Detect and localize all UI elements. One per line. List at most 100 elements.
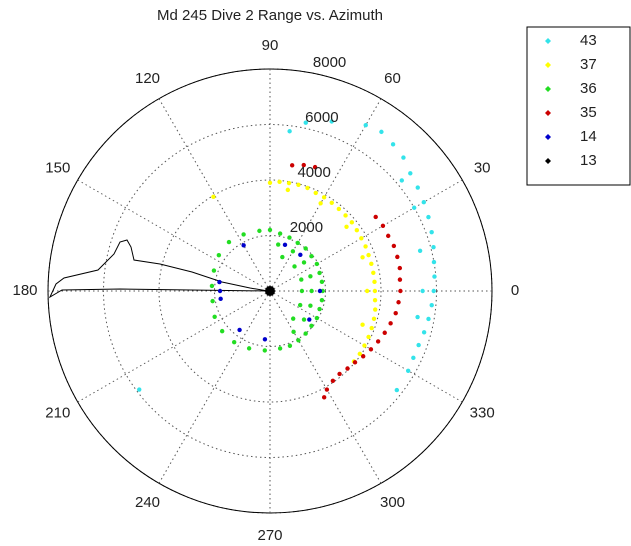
point [296, 182, 301, 188]
point [329, 200, 334, 206]
point [401, 155, 406, 160]
legend-label: 36 [580, 80, 597, 97]
theta-tick-label: 330 [470, 404, 495, 421]
point [305, 185, 310, 191]
point [420, 288, 425, 294]
point [330, 378, 336, 383]
point [317, 306, 322, 312]
point [285, 187, 291, 193]
point [277, 231, 283, 236]
point [287, 129, 292, 134]
point [431, 244, 436, 250]
point [394, 387, 400, 393]
point [426, 214, 431, 220]
theta-tick-label: 60 [384, 70, 401, 87]
point [299, 288, 305, 294]
point [299, 277, 304, 282]
legend-marker [545, 86, 551, 92]
legend-marker [545, 110, 551, 116]
point [262, 348, 268, 353]
point [216, 252, 222, 258]
r-tick-label: 4000 [297, 164, 330, 181]
point [382, 330, 387, 335]
point [265, 286, 275, 296]
point [319, 297, 325, 303]
point [219, 328, 225, 334]
legend-label: 13 [580, 152, 597, 169]
point [313, 190, 318, 196]
point [399, 178, 404, 183]
point [312, 164, 318, 170]
data-points [137, 119, 437, 400]
point [390, 142, 396, 147]
point [366, 334, 371, 340]
r-tick-label: 8000 [313, 54, 346, 71]
point [373, 307, 378, 312]
point [329, 119, 334, 124]
point [286, 180, 292, 186]
point [421, 330, 427, 335]
point [262, 337, 268, 342]
point [429, 302, 434, 308]
point [309, 254, 314, 259]
legend-label: 37 [580, 56, 597, 73]
point [246, 346, 252, 351]
point [296, 338, 301, 343]
theta-tick-label: 120 [135, 70, 160, 87]
theta-tick-label: 90 [262, 37, 279, 54]
point [210, 298, 215, 304]
point [415, 314, 420, 320]
point [371, 316, 377, 322]
point [345, 366, 350, 371]
legend-marker [545, 62, 551, 68]
point [277, 179, 282, 185]
point [226, 239, 232, 245]
point [290, 316, 296, 321]
point [432, 274, 437, 279]
point [431, 288, 436, 294]
point [321, 195, 327, 200]
point [292, 264, 297, 269]
point [137, 387, 142, 392]
point [301, 162, 306, 168]
point [360, 354, 366, 359]
theta-tick-label: 150 [45, 159, 70, 176]
point [280, 254, 285, 260]
point [395, 254, 400, 260]
point [431, 259, 437, 265]
point [375, 339, 381, 344]
r-tick-label: 6000 [305, 109, 338, 126]
r-tick-label: 2000 [290, 219, 323, 236]
legend-marker [545, 38, 551, 44]
grid-spoke [158, 98, 271, 292]
theta-tick-label: 300 [380, 494, 405, 511]
polar-grid [47, 68, 493, 514]
grid-spoke [269, 290, 463, 403]
point [398, 288, 403, 294]
theta-tick-label: 0 [511, 282, 519, 299]
point [301, 317, 307, 322]
point [307, 317, 312, 322]
theta-tick-label: 30 [474, 159, 491, 176]
point [321, 395, 327, 400]
point [371, 270, 376, 275]
point [282, 242, 288, 248]
point [303, 120, 308, 125]
point [301, 260, 307, 265]
point [397, 265, 403, 271]
point [308, 274, 313, 279]
point [393, 310, 398, 316]
point [426, 316, 431, 322]
point [363, 122, 368, 128]
point [366, 252, 371, 258]
point [267, 227, 273, 233]
point [352, 360, 358, 365]
point [303, 246, 308, 251]
point [324, 387, 330, 392]
point [295, 240, 300, 246]
point [408, 171, 413, 176]
theta-tick-label: 270 [257, 527, 282, 544]
point [241, 243, 246, 248]
point [359, 236, 364, 241]
